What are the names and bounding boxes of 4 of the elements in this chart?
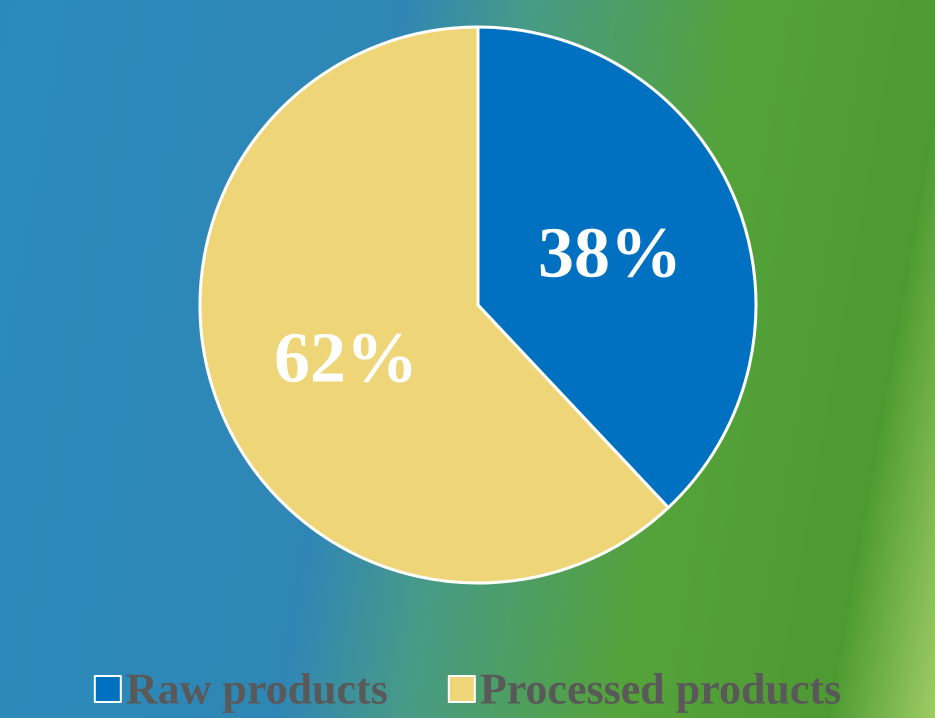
data-label: 38%: [538, 212, 682, 293]
data-label: 62%: [274, 317, 418, 398]
legend-label: Processed products: [480, 664, 842, 714]
legend-label: Raw products: [126, 664, 388, 714]
